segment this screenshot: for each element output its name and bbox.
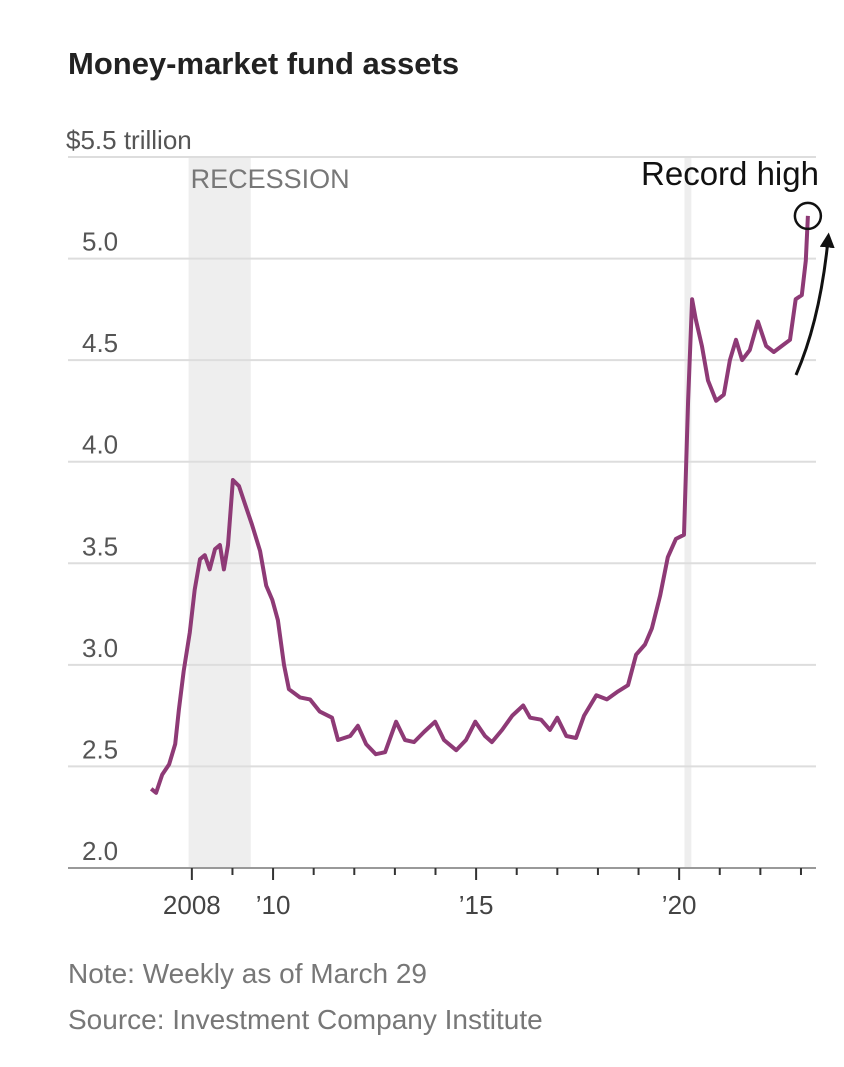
x-tick-label: ’20 xyxy=(662,890,697,920)
shaded-region xyxy=(188,157,251,868)
note: Note: Weekly as of March 29 xyxy=(68,958,427,989)
x-tick-label: 2008 xyxy=(163,890,221,920)
record-circle xyxy=(793,201,823,231)
source: Source: Investment Company Institute xyxy=(68,1004,543,1035)
y-tick-label: 5.0 xyxy=(82,227,118,257)
annotation: Record high xyxy=(641,155,819,192)
y-tick-label: 4.0 xyxy=(82,430,118,460)
y-tick-label: 3.0 xyxy=(82,633,118,663)
chart-title: Money-market fund assets xyxy=(68,46,459,81)
x-tick-label: ’10 xyxy=(256,890,291,920)
y-tick-label: 4.5 xyxy=(82,328,118,358)
region-label: RECESSION xyxy=(191,164,350,194)
data-line xyxy=(149,215,810,795)
background-layer xyxy=(188,157,692,868)
y-tick-label: 2.0 xyxy=(82,836,118,866)
x-tick-label: ’15 xyxy=(459,890,494,920)
y-tick-label: 3.5 xyxy=(82,531,118,561)
y-tick-label: 2.5 xyxy=(82,734,118,764)
y-tick-label: $5.5 trillion xyxy=(66,125,192,155)
shaded-region xyxy=(684,157,692,868)
annotation-arrow xyxy=(794,232,835,376)
